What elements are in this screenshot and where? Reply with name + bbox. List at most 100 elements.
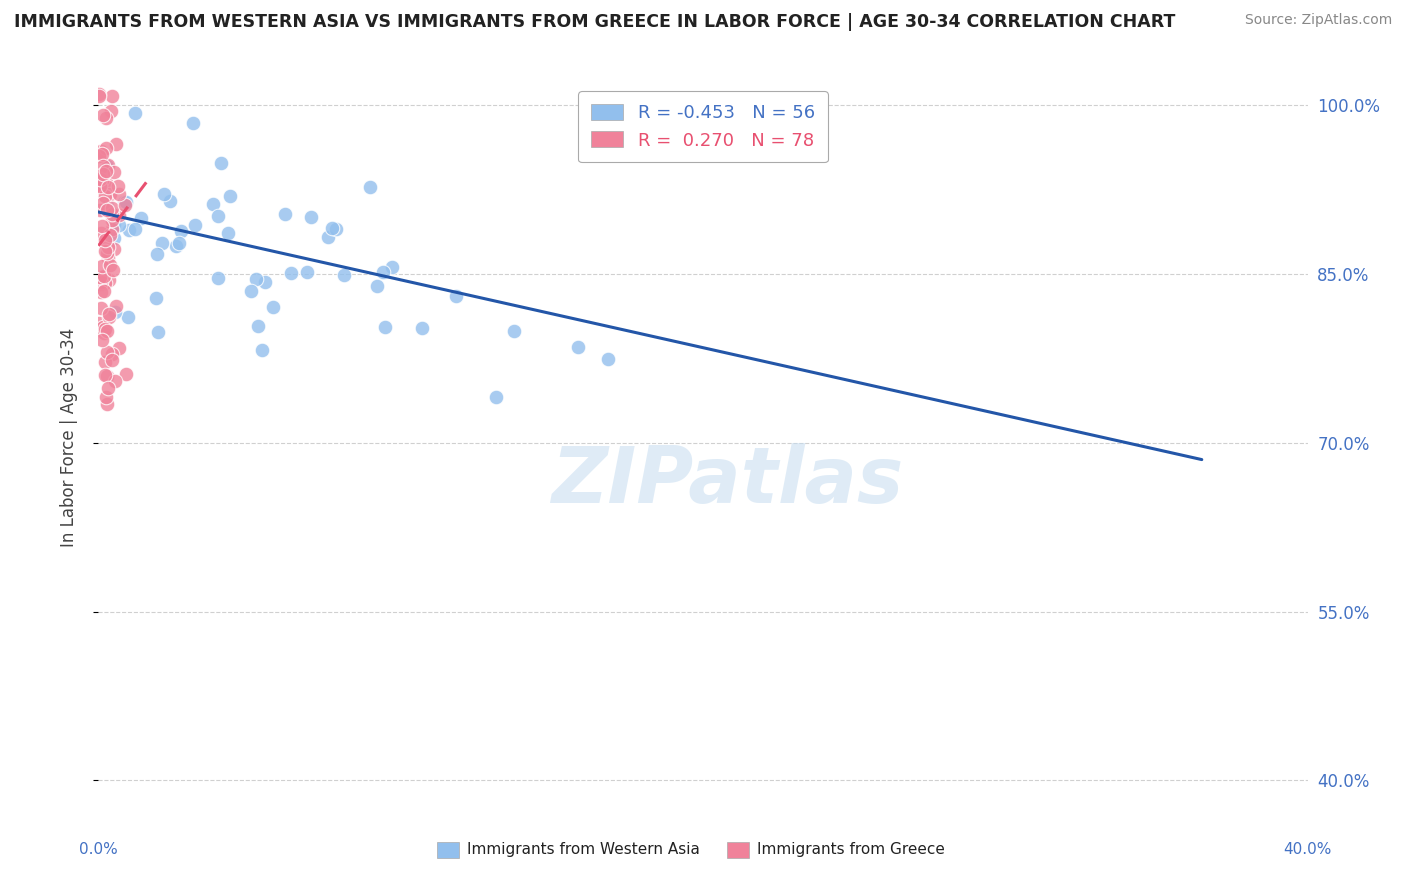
- Point: [96, 199, 118, 213]
- Point: [316, 230, 339, 244]
- Point: [89, 270, 111, 285]
- Point: [87, 180, 110, 194]
- Point: [90, 173, 112, 187]
- Point: [93, 355, 115, 369]
- Point: [94, 233, 117, 247]
- Point: [112, 194, 135, 209]
- Point: [159, 194, 181, 208]
- Point: [124, 106, 146, 120]
- Point: [262, 301, 284, 315]
- Point: [94, 276, 117, 290]
- Point: [598, 351, 620, 366]
- Point: [97, 180, 120, 194]
- Point: [100, 258, 122, 272]
- Point: [103, 218, 125, 232]
- Point: [108, 341, 131, 355]
- Point: [411, 321, 433, 335]
- Point: [145, 247, 167, 261]
- Point: [118, 223, 141, 237]
- Point: [94, 322, 117, 336]
- Point: [96, 345, 118, 359]
- Point: [91, 195, 114, 210]
- Point: [114, 194, 136, 209]
- FancyBboxPatch shape: [727, 841, 749, 858]
- Point: [129, 211, 152, 225]
- Point: [217, 226, 239, 240]
- Point: [101, 213, 124, 227]
- Point: [103, 231, 125, 245]
- Point: [146, 325, 169, 339]
- Legend: R = -0.453   N = 56, R =  0.270   N = 78: R = -0.453 N = 56, R = 0.270 N = 78: [578, 91, 828, 162]
- Text: ZIPatlas: ZIPatlas: [551, 443, 903, 519]
- Point: [97, 159, 120, 173]
- Point: [103, 263, 125, 277]
- Point: [107, 218, 129, 232]
- Point: [96, 324, 118, 338]
- Point: [104, 136, 127, 151]
- Point: [91, 159, 114, 173]
- Text: Immigrants from Greece: Immigrants from Greece: [758, 842, 945, 857]
- Point: [97, 240, 120, 254]
- Point: [321, 221, 343, 235]
- Point: [181, 116, 204, 130]
- Point: [89, 202, 111, 217]
- Point: [209, 156, 232, 170]
- Point: [103, 165, 125, 179]
- Point: [93, 326, 115, 340]
- Point: [94, 390, 117, 404]
- Point: [117, 310, 139, 324]
- Point: [93, 107, 115, 121]
- Point: [98, 227, 121, 242]
- Point: [94, 368, 117, 383]
- Point: [124, 222, 146, 236]
- Point: [100, 104, 122, 119]
- Point: [90, 219, 112, 233]
- Point: [153, 186, 176, 201]
- Point: [103, 242, 125, 256]
- Point: [89, 178, 111, 193]
- Point: [98, 272, 121, 286]
- Point: [274, 207, 297, 221]
- Point: [87, 87, 110, 101]
- Point: [170, 224, 193, 238]
- Point: [207, 271, 229, 285]
- Point: [91, 319, 114, 334]
- Point: [96, 112, 118, 126]
- Point: [114, 198, 136, 212]
- Point: [202, 197, 225, 211]
- Text: Source: ZipAtlas.com: Source: ZipAtlas.com: [1244, 13, 1392, 28]
- Point: [89, 277, 111, 292]
- Point: [371, 265, 394, 279]
- Point: [96, 369, 118, 384]
- Point: [100, 347, 122, 361]
- Point: [93, 244, 115, 259]
- Point: [101, 89, 124, 103]
- Point: [89, 172, 111, 186]
- Point: [87, 148, 110, 162]
- Point: [96, 202, 118, 217]
- Point: [167, 236, 190, 251]
- Point: [96, 203, 118, 218]
- Point: [247, 318, 270, 333]
- Point: [502, 324, 524, 338]
- Point: [366, 278, 388, 293]
- Point: [184, 218, 207, 232]
- Point: [254, 275, 277, 289]
- Point: [114, 367, 136, 381]
- Point: [91, 333, 114, 347]
- Point: [93, 188, 115, 202]
- Point: [93, 284, 115, 298]
- Point: [567, 340, 589, 354]
- Text: Immigrants from Western Asia: Immigrants from Western Asia: [467, 842, 700, 857]
- Point: [91, 259, 114, 273]
- Y-axis label: In Labor Force | Age 30-34: In Labor Force | Age 30-34: [59, 327, 77, 547]
- Point: [90, 147, 112, 161]
- Point: [104, 304, 127, 318]
- Point: [107, 186, 129, 201]
- Point: [96, 245, 118, 260]
- Point: [98, 307, 121, 321]
- Point: [145, 291, 167, 305]
- Point: [485, 390, 508, 404]
- Point: [101, 207, 124, 221]
- Point: [90, 227, 112, 241]
